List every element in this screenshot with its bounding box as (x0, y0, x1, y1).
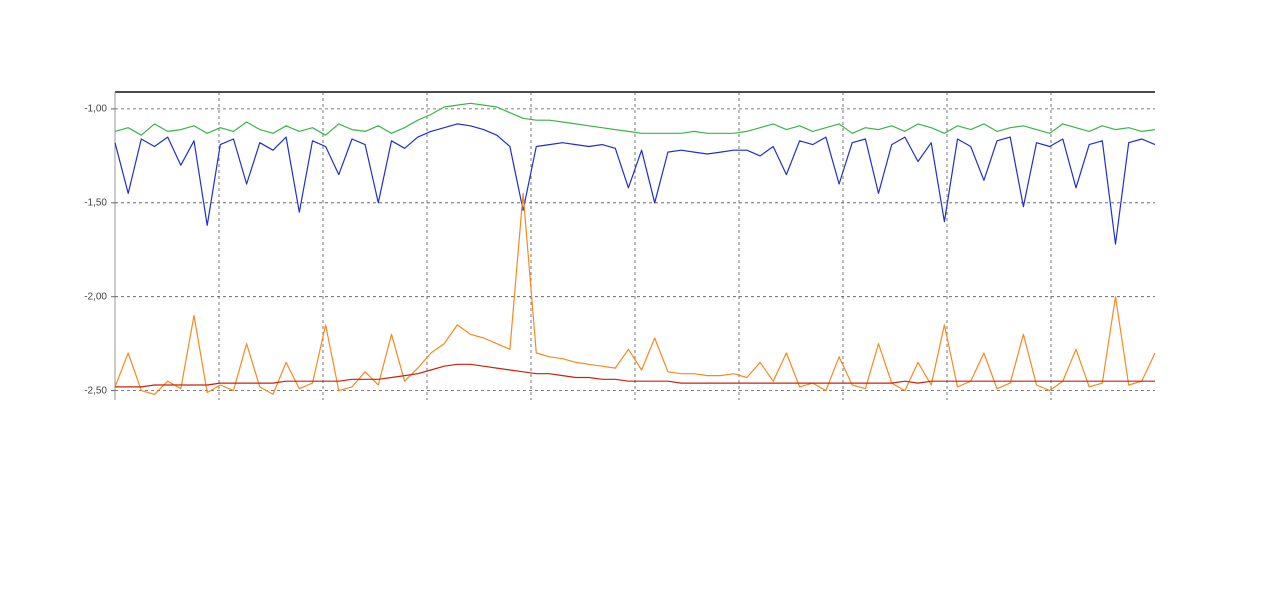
series-line (114, 102, 1156, 136)
y-tick-label: -2,00 (84, 291, 107, 302)
series-line (114, 123, 1156, 245)
y-tick-label: -1,00 (84, 104, 107, 115)
y-tick-label: -1,50 (84, 197, 107, 208)
y-tick-label: -2,50 (84, 385, 107, 396)
series-line (115, 363, 1155, 388)
series-line (114, 192, 1156, 395)
plot-area (115, 92, 1155, 400)
